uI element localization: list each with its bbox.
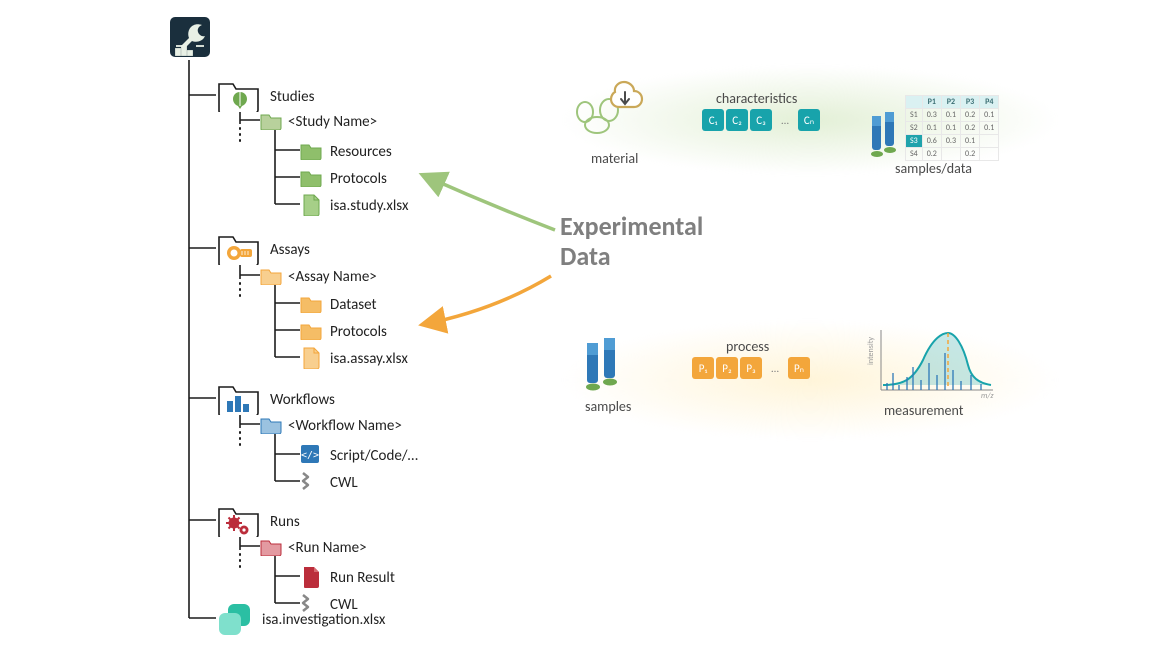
chip: C₁ xyxy=(702,109,724,131)
samples-table: P1P2P3P4S10.30.10.20.1S20.10.10.20.1S30.… xyxy=(905,95,999,161)
samples-tubes-icon xyxy=(868,110,904,160)
chip: … xyxy=(774,109,796,131)
material-label: material xyxy=(591,150,638,167)
workflow-name-folder-icon xyxy=(260,416,282,434)
diagram-canvas: Studies <Study Name> Resources Protocols… xyxy=(0,0,1155,650)
run-name-folder-icon xyxy=(260,538,282,556)
characteristics-chips: C₁C₂C₃…Cₙ xyxy=(702,109,820,131)
runs-label: Runs xyxy=(270,513,300,531)
study-name-folder-icon xyxy=(260,112,282,130)
assay-name-label: <Assay Name> xyxy=(288,268,377,286)
script-code-label: Script/Code/… xyxy=(330,447,418,465)
isa-assay-label: isa.assay.xlsx xyxy=(330,350,408,368)
resources-label: Resources xyxy=(330,143,392,161)
assays-folder-icon xyxy=(216,231,260,265)
workflows-label: Workflows xyxy=(270,391,335,409)
assay-protocols-label: Protocols xyxy=(330,323,387,341)
study-name-label: <Study Name> xyxy=(288,113,377,131)
samples-icon xyxy=(582,335,626,393)
chip: C₂ xyxy=(726,109,748,131)
assays-label: Assays xyxy=(270,241,310,259)
root-icon xyxy=(168,15,212,59)
experimental-data-title: Experimental Data xyxy=(560,212,703,272)
chip: C₃ xyxy=(750,109,772,131)
study-protocols-label: Protocols xyxy=(330,170,387,188)
chip: P₁ xyxy=(692,357,714,379)
runs-folder-icon xyxy=(216,503,260,537)
dataset-folder-icon xyxy=(300,295,322,313)
run-name-label: <Run Name> xyxy=(288,539,367,557)
investigation-label: isa.investigation.xlsx xyxy=(262,611,385,629)
studies-label: Studies xyxy=(270,88,314,106)
svg-text:m/z: m/z xyxy=(981,391,994,400)
chip: P₂ xyxy=(716,357,738,379)
char-connector xyxy=(0,0,300,150)
process-chips: P₁P₂P₃…Pₙ xyxy=(692,357,810,379)
chip: Cₙ xyxy=(798,109,820,131)
workflow-name-label: <Workflow Name> xyxy=(288,417,402,435)
studies-folder-icon xyxy=(216,78,260,112)
chip: Pₙ xyxy=(788,357,810,379)
investigation-icon xyxy=(216,600,254,638)
svg-text:</>: </> xyxy=(301,450,319,461)
cwl-icon xyxy=(300,471,320,491)
material-icon xyxy=(575,80,645,145)
run-result-label: Run Result xyxy=(330,569,395,587)
script-code-icon: </> xyxy=(300,444,320,464)
process-connector xyxy=(0,0,300,150)
isa-study-file-icon xyxy=(302,194,320,216)
isa-study-label: isa.study.xlsx xyxy=(330,197,409,215)
chip: … xyxy=(764,357,786,379)
measurement-label: measurement xyxy=(884,402,963,419)
protocols-folder-icon xyxy=(300,169,322,187)
resources-folder-icon xyxy=(300,142,322,160)
isa-assay-file-icon xyxy=(302,347,320,369)
process-label: process xyxy=(726,338,769,355)
assay-protocols-folder-icon xyxy=(300,322,322,340)
measurement-spectrum: intensity m/z xyxy=(863,325,998,400)
characteristics-label: characteristics xyxy=(716,90,797,107)
chip: P₃ xyxy=(740,357,762,379)
run-cwl-icon xyxy=(300,593,320,613)
svg-text:intensity: intensity xyxy=(866,337,876,365)
assay-name-folder-icon xyxy=(260,267,282,285)
samples-data-label: samples/data xyxy=(895,160,972,177)
samples-label: samples xyxy=(585,398,631,415)
workflow-cwl-label: CWL xyxy=(330,474,358,492)
dataset-label: Dataset xyxy=(330,296,377,314)
run-result-file-icon xyxy=(302,566,320,588)
workflows-folder-icon xyxy=(216,381,260,415)
